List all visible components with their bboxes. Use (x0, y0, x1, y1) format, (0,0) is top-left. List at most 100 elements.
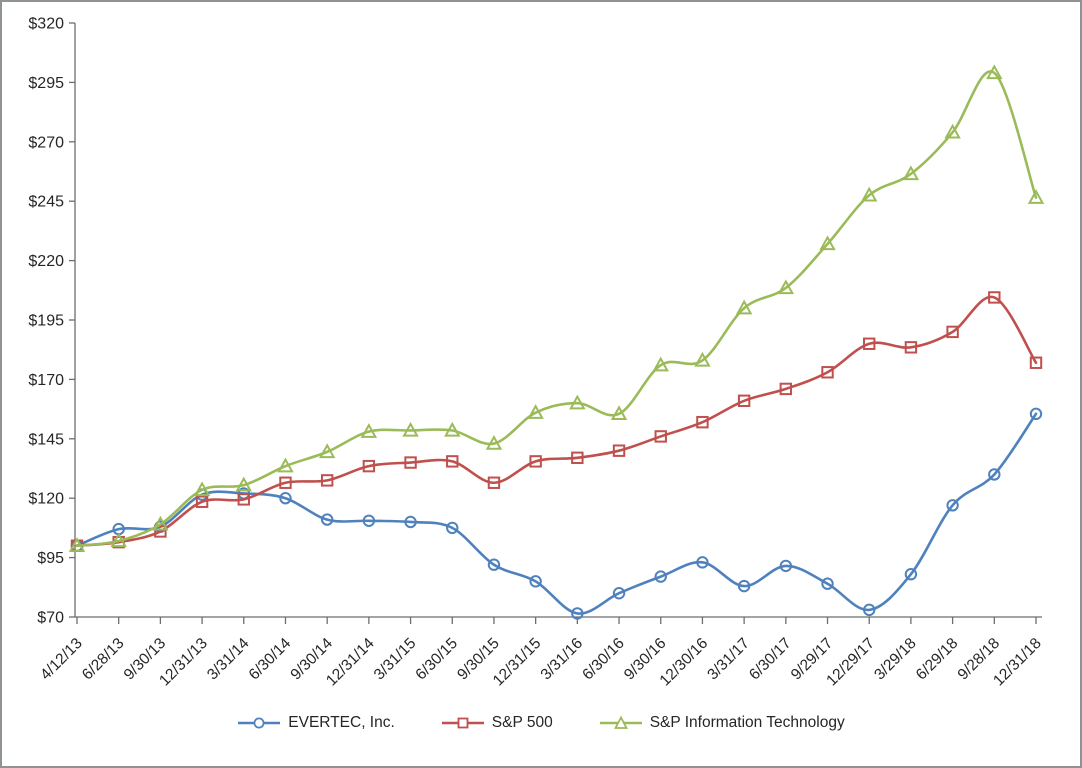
square-marker-icon (457, 717, 469, 729)
x-tick-label: 6/30/17 (746, 635, 795, 684)
data-point-marker (902, 165, 920, 181)
legend-swatch-evertec-inc (238, 717, 281, 729)
series-markers-evertec-inc (70, 407, 1043, 620)
circle-marker-icon (253, 717, 265, 729)
data-point-marker (944, 123, 961, 139)
data-point-marker (446, 521, 459, 535)
y-tick-label: $245 (28, 194, 64, 211)
legend-swatch-sp-information-technology (599, 715, 642, 729)
y-tick-label: $70 (37, 610, 64, 627)
data-point-marker (571, 607, 584, 620)
data-point-marker (195, 495, 209, 508)
data-point-marker (193, 481, 211, 497)
data-point-marker (529, 575, 542, 588)
data-point-marker (279, 476, 292, 489)
data-point-marker (696, 415, 709, 429)
data-point-marker (360, 423, 378, 438)
legend-item-evertec-inc: EVERTEC, Inc. (237, 714, 395, 732)
data-point-marker (485, 434, 503, 450)
data-point-marker (946, 325, 959, 339)
x-tick-label: 3/31/16 (538, 635, 587, 684)
data-point-marker (863, 603, 876, 617)
y-tick-label: $295 (28, 75, 64, 92)
data-point-marker (320, 474, 334, 487)
x-tick-label: 4/12/13 (37, 635, 86, 684)
data-point-marker (154, 525, 167, 538)
data-point-marker (1027, 189, 1045, 204)
data-point-marker (694, 351, 711, 367)
legend-swatch-sp-500 (441, 717, 484, 729)
y-tick-label: $270 (28, 134, 64, 151)
data-point-marker (654, 430, 667, 443)
y-tick-label: $120 (28, 491, 64, 508)
data-point-marker (404, 515, 417, 529)
data-point-marker (779, 382, 793, 396)
data-point-marker (569, 394, 586, 410)
y-tick-label: $320 (28, 16, 64, 33)
data-point-marker (988, 291, 1001, 304)
data-point-marker (986, 64, 1003, 80)
data-point-marker (446, 455, 459, 468)
y-tick-label: $195 (28, 313, 64, 330)
axes (74, 23, 1042, 618)
x-tick-label: 3/31/15 (371, 635, 420, 684)
x-tick-label: 6/28/13 (79, 635, 128, 684)
series-markers-s-p-information-technology (68, 64, 1045, 552)
x-tick-label: 6/30/14 (246, 635, 295, 684)
y-tick-label: $145 (28, 431, 64, 448)
data-point-marker (696, 556, 709, 569)
data-point-marker (861, 186, 878, 202)
data-point-marker (863, 337, 876, 350)
data-point-marker (444, 421, 461, 437)
data-point-marker (735, 299, 753, 315)
data-point-marker (68, 537, 86, 552)
chart-canvas: $320 $295 $270 $245 $220 $195 $170 $145 $120 $95 $… (28, 16, 1045, 690)
x-tick-label: 6/30/15 (412, 635, 461, 684)
series-line-s-p-information-technology (75, 70, 1038, 548)
x-tick-label: 6/29/18 (913, 635, 962, 684)
data-point-marker (737, 394, 751, 407)
x-tick-label: 3/31/17 (704, 635, 753, 684)
data-point-marker (612, 444, 626, 457)
data-point-marker (318, 443, 336, 459)
data-point-marker (1029, 407, 1043, 421)
x-tick-label: 6/30/16 (579, 635, 628, 684)
series-markers-s-p-500 (70, 291, 1043, 552)
data-point-marker (571, 451, 584, 465)
data-point-marker (821, 577, 834, 590)
data-point-marker (487, 476, 501, 489)
legend-label-sp-500: S&P 500 (491, 714, 553, 731)
data-point-marker (362, 514, 376, 527)
data-point-marker (404, 456, 417, 469)
data-point-marker (821, 366, 834, 379)
data-point-marker (527, 404, 544, 419)
y-tick-label: $95 (37, 550, 64, 567)
data-point-marker (110, 532, 127, 548)
series-line-evertec-inc (75, 412, 1038, 615)
data-point-marker (946, 499, 959, 512)
data-point-marker (612, 587, 626, 600)
data-point-marker (652, 356, 669, 372)
x-axis-ticks: 4/12/136/28/139/30/1312/31/133/31/146/30… (37, 617, 1045, 689)
data-point-marker (529, 455, 542, 468)
chart-legend: EVERTEC, Inc. S&P 500 S&P Information Te… (2, 714, 1080, 732)
data-point-marker (988, 468, 1001, 481)
legend-item-sp-information-technology: S&P Information Technology (599, 714, 845, 732)
data-point-marker (320, 513, 334, 526)
data-point-marker (904, 568, 918, 581)
data-point-marker (777, 279, 795, 295)
legend-label-evertec-inc: EVERTEC, Inc. (288, 714, 395, 731)
data-point-marker (279, 492, 292, 505)
y-tick-label: $220 (28, 253, 64, 270)
x-tick-label: 3/29/18 (871, 635, 920, 684)
data-point-marker (152, 515, 169, 531)
data-point-marker (277, 457, 294, 473)
series-line-s-p-500 (75, 295, 1038, 548)
y-tick-label: $170 (28, 372, 64, 389)
x-tick-label: 3/31/14 (204, 635, 253, 684)
y-axis-ticks: $320 $295 $270 $245 $220 $195 $170 $145 $120 $95 $… (28, 16, 75, 627)
data-point-marker (487, 558, 501, 571)
data-point-marker (1029, 356, 1043, 369)
data-point-marker (737, 579, 751, 593)
